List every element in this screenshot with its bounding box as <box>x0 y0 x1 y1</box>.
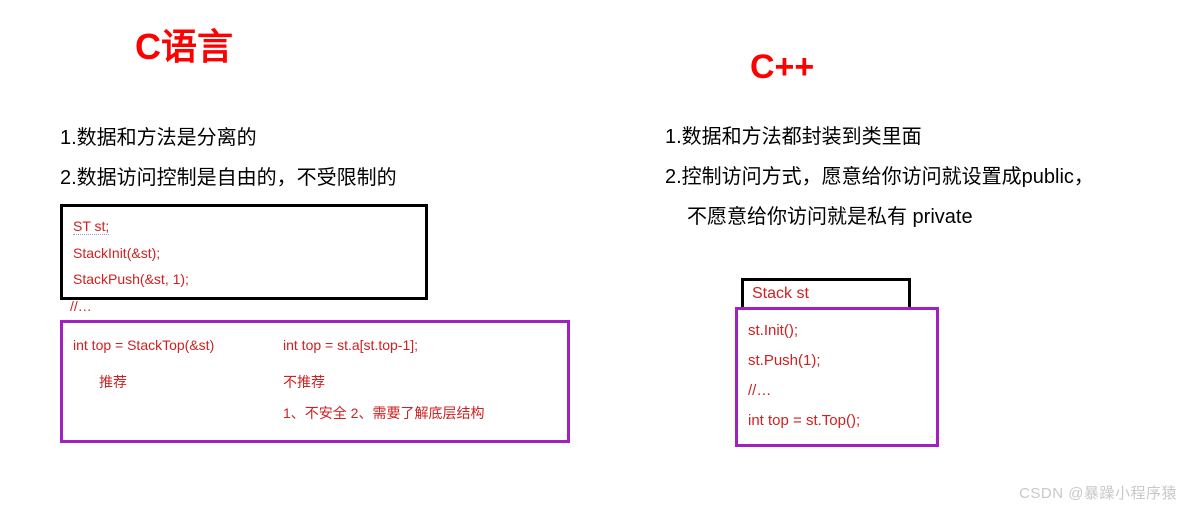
left-title: C语言 <box>135 18 580 70</box>
watermark: CSDN @暴躁小程序猿 <box>1019 482 1177 503</box>
right-purple-box: st.Init(); st.Push(1); //… int top = st.… <box>735 307 939 447</box>
right-black-box: Stack st <box>741 278 911 310</box>
right-point-2b: 不愿意给你访问就是私有 private <box>687 197 1175 237</box>
code-line: int top = st.Top(); <box>748 406 926 436</box>
left-points: 1.数据和方法是分离的 2.数据访问控制是自由的，不受限制的 <box>60 118 580 198</box>
rec-a: 推荐 <box>99 370 283 395</box>
right-points: 1.数据和方法都封装到类里面 2.控制访问方式，愿意给你访问就设置成public… <box>665 117 1175 237</box>
left-point-1: 1.数据和方法是分离的 <box>60 118 580 158</box>
right-boxes: Stack st st.Init(); st.Push(1); //… int … <box>735 278 945 447</box>
compare-b: int top = st.a[st.top-1]; <box>283 333 557 358</box>
code-line: StackInit(&st); <box>73 240 415 267</box>
reason-line: 1、不安全 2、需要了解底层结构 <box>283 401 557 426</box>
compare-a: int top = StackTop(&st) <box>73 333 283 358</box>
code-line: StackPush(&st, 1); <box>73 266 415 293</box>
left-point-2: 2.数据访问控制是自由的，不受限制的 <box>60 158 580 198</box>
left-black-code-box: ST st; StackInit(&st); StackPush(&st, 1)… <box>60 204 428 300</box>
right-column: C++ 1.数据和方法都封装到类里面 2.控制访问方式，愿意给你访问就设置成pu… <box>665 0 1175 237</box>
code-line: ST st; <box>73 213 415 240</box>
code-line: st.Push(1); <box>748 346 926 376</box>
left-outside-line: //… <box>70 298 580 314</box>
left-column: C语言 1.数据和方法是分离的 2.数据访问控制是自由的，不受限制的 ST st… <box>60 0 580 443</box>
left-purple-box: int top = StackTop(&st) int top = st.a[s… <box>60 320 570 444</box>
rec-row: 推荐 不推荐 <box>73 370 557 395</box>
code-line: st.Init(); <box>748 316 926 346</box>
code-line: //… <box>748 376 926 406</box>
rec-b: 不推荐 <box>283 370 557 395</box>
right-point-2: 2.控制访问方式，愿意给你访问就设置成public， <box>665 157 1175 197</box>
right-title: C++ <box>750 48 1175 87</box>
compare-row: int top = StackTop(&st) int top = st.a[s… <box>73 333 557 358</box>
right-point-1: 1.数据和方法都封装到类里面 <box>665 117 1175 157</box>
